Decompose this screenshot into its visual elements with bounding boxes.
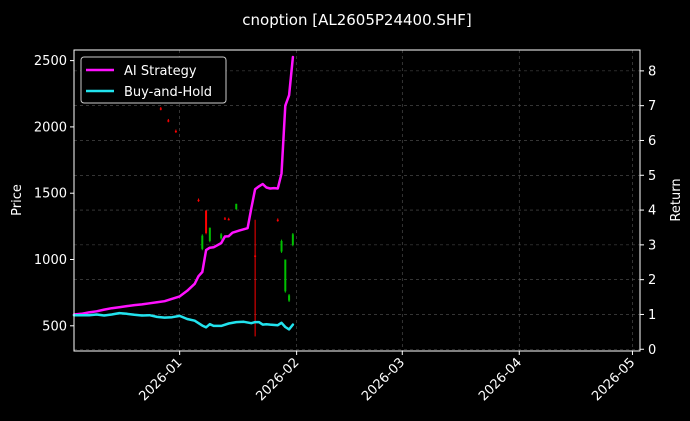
- y-left-tick-label: 2000: [34, 120, 67, 135]
- legend: AI Strategy Buy-and-Hold: [80, 56, 227, 104]
- y-right-tick-label: 8: [648, 64, 656, 79]
- candle-body: [208, 227, 211, 241]
- candle-body: [205, 210, 208, 233]
- y-axis-label-left: Price: [10, 184, 25, 216]
- y-left-tick-label: 1000: [34, 253, 67, 268]
- plot-frame: [73, 49, 641, 352]
- candle-body: [223, 218, 226, 220]
- y-right-tick-label: 1: [648, 308, 656, 323]
- candle-body: [291, 234, 294, 245]
- y-right-tick-label: 5: [648, 169, 656, 184]
- y-right-tick-label: 6: [648, 134, 656, 149]
- candle-body: [284, 259, 287, 292]
- y-right-tick-label: 7: [648, 99, 656, 114]
- candles: [159, 107, 294, 337]
- series-line-buy-and-hold: [72, 311, 295, 331]
- candle-body: [288, 295, 291, 301]
- y-right-tick-label: 2: [648, 273, 656, 288]
- candle-body: [227, 219, 230, 221]
- y-right-tick-label: 4: [648, 204, 656, 219]
- y-axis-label-right: Return: [669, 178, 684, 221]
- candle-body: [197, 199, 200, 202]
- candle-body: [220, 234, 223, 239]
- candle-body: [276, 219, 279, 222]
- candle-body: [235, 203, 238, 210]
- candle-body: [280, 240, 283, 252]
- chart-title: cnoption [AL2605P24400.SHF]: [242, 11, 471, 29]
- candle-body: [159, 108, 162, 110]
- legend-label-buy-and-hold: Buy-and-Hold: [124, 85, 212, 100]
- legend-label-ai-strategy: AI Strategy: [124, 64, 197, 79]
- candle-body: [254, 255, 257, 257]
- candle-body: [201, 235, 204, 249]
- candle-body: [167, 120, 170, 122]
- y-right-tick-label: 0: [648, 343, 656, 358]
- series-lines: [72, 55, 295, 331]
- candle-body: [174, 130, 177, 133]
- series-line-ai-strategy: [72, 55, 295, 316]
- y-right-tick-label: 3: [648, 238, 656, 253]
- y-left-tick-label: 2500: [34, 54, 67, 69]
- y-left-tick-label: 500: [42, 319, 67, 334]
- grid: [74, 50, 640, 351]
- legend-box: [80, 56, 227, 104]
- y-left-tick-label: 1500: [34, 187, 67, 202]
